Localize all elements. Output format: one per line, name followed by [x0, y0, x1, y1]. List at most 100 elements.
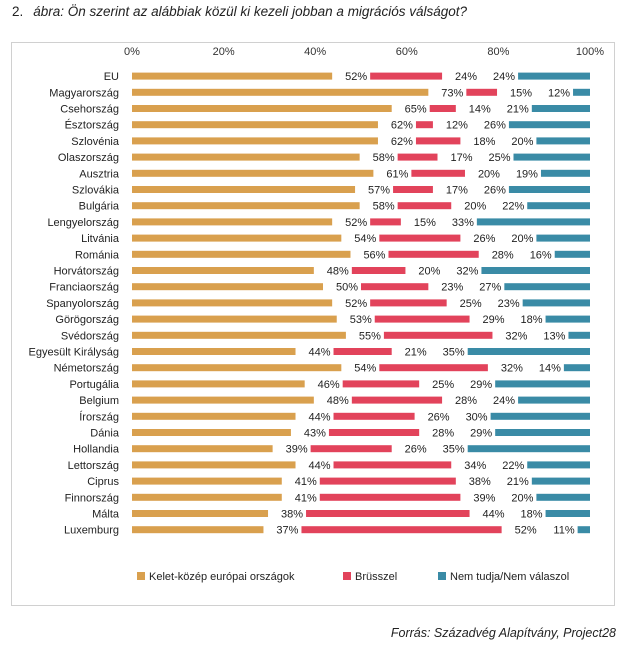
data-label: 52% — [345, 298, 367, 310]
bar-segment — [328, 429, 420, 436]
bar-segment — [573, 88, 590, 96]
x-tick-label: 0% — [124, 46, 140, 58]
category-label: Románia — [75, 249, 120, 261]
bar-segment — [132, 299, 333, 307]
data-label: 24% — [493, 71, 515, 83]
data-label: 28% — [432, 428, 454, 440]
data-label: 12% — [446, 120, 468, 132]
bar-segment — [388, 250, 479, 258]
category-label: Finnország — [65, 492, 119, 504]
bar-segment — [132, 315, 337, 323]
bar-segment — [132, 429, 291, 436]
bar-segment — [467, 445, 590, 453]
data-label: 24% — [455, 71, 477, 83]
category-label: Magyarország — [49, 87, 119, 99]
bar-segment — [393, 186, 433, 193]
legend-label: Nem tudja/Nem válaszol — [450, 571, 569, 583]
bar-segment — [429, 105, 456, 112]
data-label: 26% — [484, 120, 506, 132]
bar-segment — [495, 429, 590, 436]
bar-segment — [508, 186, 590, 193]
data-label: 55% — [359, 330, 381, 342]
data-label: 24% — [493, 395, 515, 407]
data-label: 54% — [354, 363, 376, 375]
category-label: Horvátország — [54, 266, 119, 278]
bar-segment — [132, 121, 378, 129]
category-label: Svédország — [61, 330, 119, 342]
data-label: 21% — [507, 476, 529, 488]
x-tick-label: 100% — [576, 46, 604, 58]
bar-segment — [466, 88, 498, 96]
category-label: Lengyelország — [47, 217, 119, 229]
category-label: Franciaország — [49, 282, 119, 294]
category-label: Lettország — [68, 460, 119, 472]
bar-segment — [132, 477, 282, 485]
bar-segment — [531, 477, 590, 485]
data-label: 12% — [548, 87, 570, 99]
bar-segment — [310, 445, 392, 453]
bar-segment — [132, 250, 351, 258]
data-label: 26% — [484, 185, 506, 197]
data-label: 20% — [511, 233, 533, 245]
bar-segment — [333, 412, 415, 420]
category-label: Bulgária — [79, 201, 120, 213]
data-label: 25% — [488, 152, 510, 164]
bar-segment — [397, 153, 438, 161]
data-label: 20% — [464, 201, 486, 213]
bar-segment — [132, 445, 273, 453]
data-label: 52% — [515, 525, 537, 537]
data-label: 25% — [432, 379, 454, 391]
bar-segment — [132, 186, 356, 193]
data-label: 21% — [405, 347, 427, 359]
legend-swatch — [137, 572, 145, 580]
category-label: Észtország — [65, 119, 119, 132]
data-label: 28% — [455, 395, 477, 407]
figure-number: 2. — [12, 4, 24, 19]
bar-segment — [132, 526, 264, 534]
data-label: 38% — [281, 509, 303, 521]
data-label: 73% — [441, 87, 463, 99]
data-label: 48% — [327, 395, 349, 407]
category-label: Szlovénia — [71, 136, 120, 148]
category-label: Egyesült Királyság — [29, 347, 120, 359]
bar-segment — [527, 202, 590, 210]
bar-segment — [333, 461, 452, 469]
bar-segment — [476, 218, 590, 226]
category-label: Litvánia — [81, 233, 120, 245]
bar-segment — [132, 396, 314, 404]
bar-segment — [415, 137, 461, 145]
data-label: 44% — [308, 411, 330, 423]
category-label: Görögország — [55, 314, 119, 326]
data-label: 20% — [478, 168, 500, 180]
figure-source: Forrás: Századvég Alapítvány, Project28 — [390, 626, 616, 640]
bar-segment — [577, 526, 590, 534]
data-label: 14% — [539, 363, 561, 375]
data-label: 17% — [446, 185, 468, 197]
data-label: 29% — [483, 314, 505, 326]
data-label: 20% — [511, 492, 533, 504]
data-label: 18% — [521, 314, 543, 326]
data-label: 15% — [414, 217, 436, 229]
bar-segment — [495, 380, 590, 388]
category-label: Belgium — [79, 395, 119, 407]
x-tick-label: 60% — [396, 46, 418, 58]
data-label: 22% — [502, 460, 524, 472]
data-label: 13% — [543, 330, 565, 342]
bar-segment — [351, 267, 406, 274]
data-label: 20% — [511, 136, 533, 148]
bar-segment — [490, 412, 590, 420]
category-label: Csehország — [60, 104, 119, 116]
data-label: 28% — [492, 249, 514, 261]
bar-segment — [536, 493, 590, 501]
bar-segment — [132, 218, 333, 226]
data-label: 52% — [345, 71, 367, 83]
data-label: 15% — [510, 87, 532, 99]
data-label: 23% — [441, 282, 463, 294]
bar-segment — [132, 331, 346, 339]
data-label: 46% — [318, 379, 340, 391]
bar-segment — [132, 510, 269, 517]
bar-segment — [536, 234, 590, 242]
data-label: 27% — [479, 282, 501, 294]
bar-segment — [370, 299, 447, 307]
bar-segment — [508, 121, 590, 129]
